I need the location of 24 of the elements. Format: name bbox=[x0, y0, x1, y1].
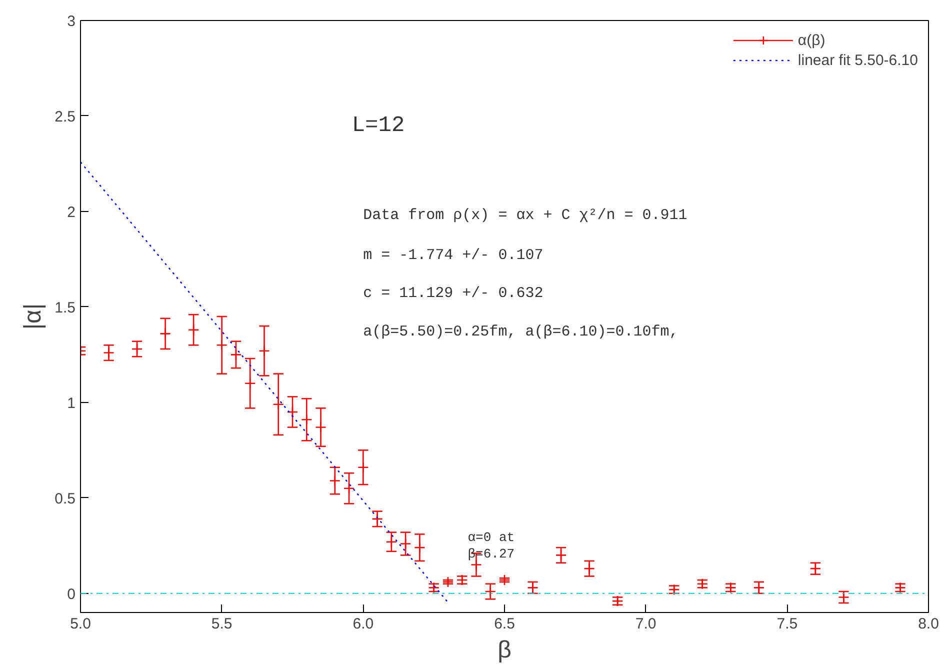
x-tick-label: 6.5 bbox=[494, 616, 515, 632]
y-tick-label: 2 bbox=[67, 204, 76, 221]
y-tick-label: 1 bbox=[67, 394, 76, 412]
y-tick-label: 0 bbox=[67, 586, 76, 603]
legend-label: α(β) bbox=[798, 32, 826, 48]
y-tick-label: 0.5 bbox=[54, 490, 76, 508]
annotation: α=0 at β=6.27 bbox=[468, 530, 515, 562]
y-axis-title: |α| bbox=[20, 303, 47, 330]
annotation: L=12 bbox=[352, 113, 405, 138]
annotation: a(β=5.50)=0.25fm, a(β=6.10)=0.10fm, bbox=[363, 323, 678, 340]
y-tick-label: 1.5 bbox=[54, 299, 76, 316]
x-tick-label: 5.0 bbox=[70, 616, 91, 632]
x-tick-label: 8.0 bbox=[918, 616, 939, 632]
annotation: m = -1.774 +/- 0.107 bbox=[363, 246, 544, 264]
annotation: c = 11.129 +/- 0.632 bbox=[363, 285, 544, 302]
y-tick-label: 3 bbox=[67, 13, 76, 30]
x-tick-label: 7.5 bbox=[776, 616, 798, 632]
x-tick-label: 5.5 bbox=[211, 616, 232, 632]
x-tick-label: 7.0 bbox=[635, 616, 656, 632]
legend-label: linear fit 5.50-6.10 bbox=[798, 52, 918, 68]
y-tick-label: 2.5 bbox=[54, 108, 76, 126]
annotation: Data from ρ(x) = αx + C χ²/n = 0.911 bbox=[363, 206, 688, 224]
x-tick-label: 6.0 bbox=[352, 616, 374, 632]
x-axis-title: β bbox=[498, 636, 512, 664]
